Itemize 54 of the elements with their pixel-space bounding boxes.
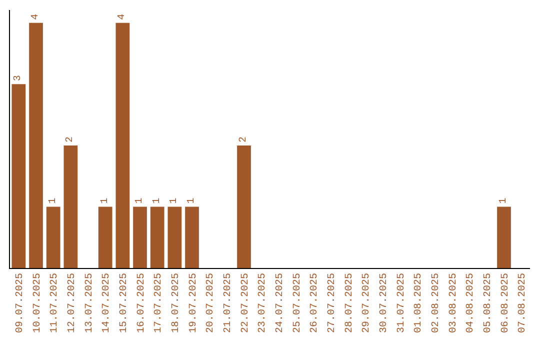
- data-label: 1: [134, 198, 146, 204]
- data-label: 4: [30, 14, 42, 20]
- bar: [98, 206, 112, 268]
- bar: [29, 22, 43, 268]
- x-tick-label: 29.07.2025: [362, 273, 373, 334]
- bar: [46, 206, 60, 268]
- x-tick-label: 12.07.2025: [66, 273, 78, 334]
- x-tick-label: 18.07.2025: [170, 273, 182, 334]
- x-tick-label: 22.07.2025: [240, 273, 252, 334]
- data-label: 1: [186, 198, 198, 204]
- x-tick-label: 02.08.2025: [430, 273, 442, 334]
- data-label: 1: [48, 198, 59, 204]
- x-tick-label: 03.08.2025: [448, 273, 460, 334]
- x-tick-label: 16.07.2025: [136, 273, 148, 334]
- bar: [168, 206, 182, 268]
- x-tick-label: 06.08.2025: [500, 273, 512, 334]
- data-label: 4: [117, 14, 128, 20]
- bar: [12, 84, 26, 268]
- x-tick-label: 26.07.2025: [310, 273, 321, 334]
- x-tick-label: 30.07.2025: [378, 273, 390, 334]
- x-tick-label: 20.07.2025: [206, 273, 217, 334]
- bar: [150, 206, 164, 268]
- x-tick-label: 15.07.2025: [118, 273, 130, 334]
- x-tick-label: 13.07.2025: [84, 273, 96, 334]
- data-label: 1: [100, 198, 111, 204]
- data-label: 1: [169, 198, 180, 204]
- bar: [116, 22, 130, 268]
- x-tick-label: 11.07.2025: [50, 273, 61, 334]
- x-tick-label: 24.07.2025: [274, 273, 286, 334]
- x-tick-label: 14.07.2025: [102, 273, 113, 334]
- data-label: 2: [65, 136, 76, 142]
- data-label: 2: [238, 136, 250, 142]
- data-label: 3: [13, 75, 24, 82]
- x-tick-label: 01.08.2025: [414, 273, 425, 334]
- x-tick-label: 21.07.2025: [222, 273, 234, 334]
- data-label: 1: [498, 198, 510, 204]
- x-tick-label: 19.07.2025: [188, 273, 200, 334]
- x-tick-label: 05.08.2025: [482, 273, 494, 334]
- bar: [185, 206, 199, 268]
- x-tick-label: 09.07.2025: [14, 273, 26, 334]
- bar: [237, 145, 251, 268]
- bar: [133, 206, 147, 268]
- x-tick-label: 17.07.2025: [154, 273, 165, 334]
- bar: [64, 145, 78, 268]
- x-tick-label: 23.07.2025: [258, 273, 269, 334]
- x-tick-label: 07.08.2025: [518, 273, 529, 334]
- x-tick-label: 04.08.2025: [466, 273, 477, 334]
- data-label: 1: [152, 198, 163, 204]
- bar: [497, 206, 511, 268]
- x-tick-label: 27.07.2025: [326, 273, 338, 334]
- x-tick-label: 28.07.2025: [344, 273, 356, 334]
- x-tick-label: 31.07.2025: [396, 273, 408, 334]
- x-tick-label: 10.07.2025: [32, 273, 44, 334]
- x-tick-label: 25.07.2025: [292, 273, 304, 334]
